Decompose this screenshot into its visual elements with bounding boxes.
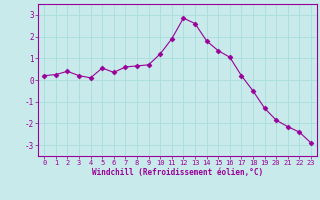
X-axis label: Windchill (Refroidissement éolien,°C): Windchill (Refroidissement éolien,°C) (92, 168, 263, 177)
